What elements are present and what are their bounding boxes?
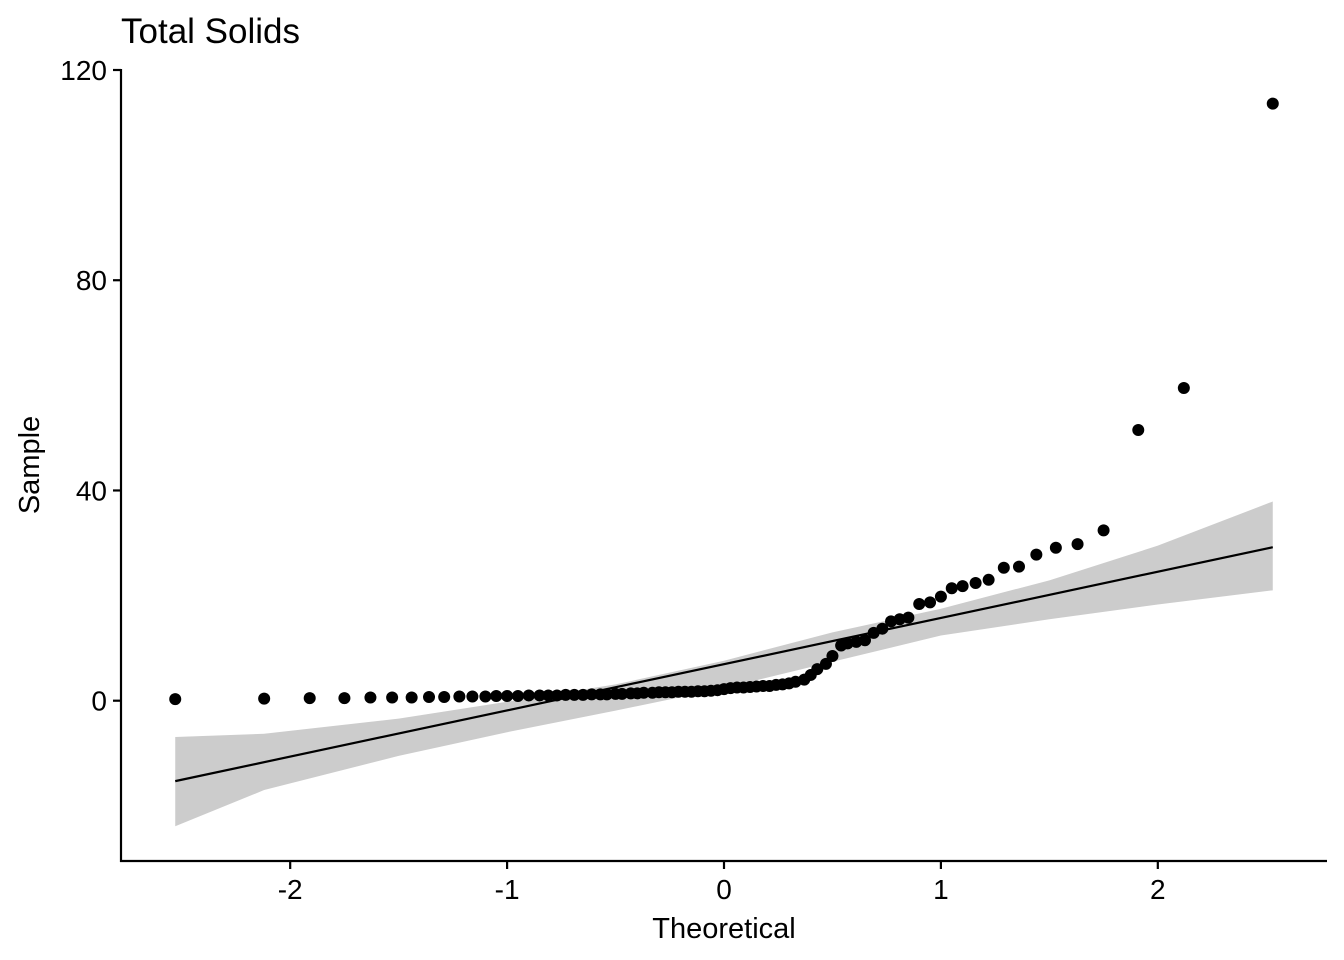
data-point [511,689,524,702]
data-point [258,692,271,705]
data-point [479,690,492,703]
data-point [405,691,418,704]
data-point [453,690,466,703]
data-point [364,691,377,704]
x-axis-title: Theoretical [652,913,795,945]
data-point [858,634,871,647]
data-point [577,688,590,701]
data-point [501,689,514,702]
chart-title: Total Solids [121,12,300,51]
data-point [1049,541,1062,554]
data-point [924,596,937,609]
data-point [956,580,969,593]
x-tick-label: 2 [1150,874,1166,905]
x-tick-label: -1 [495,874,520,905]
reference-line-layer [174,546,1274,783]
reference-line [174,546,1274,783]
data-point [423,691,436,704]
y-axis-title: Sample [14,416,46,514]
data-point [1177,381,1190,394]
data-point [982,573,995,586]
y-tick-label: 0 [91,686,107,717]
data-point [1266,97,1279,110]
data-point [338,692,351,705]
data-point [466,690,479,703]
data-point [438,691,451,704]
y-tick-label: 40 [76,475,107,506]
data-point [945,582,958,595]
data-point [934,590,947,603]
y-tick-label: 80 [76,265,107,296]
x-tick-label: -2 [278,874,303,905]
data-point [550,689,563,702]
data-point [559,688,572,701]
data-point [542,689,555,702]
data-point [1071,538,1084,551]
data-point [1097,524,1110,537]
data-point [169,693,182,706]
data-point [997,561,1010,574]
data-point [616,687,629,700]
data-point [585,688,598,701]
x-tick-label: 0 [716,874,732,905]
data-point [522,689,535,702]
data-point [811,663,824,676]
data-point [819,657,832,670]
data-point [637,686,650,699]
data-point [969,576,982,589]
data-point [386,691,399,704]
x-tick-label: 1 [933,874,949,905]
data-point [1030,548,1043,561]
data-point [490,689,503,702]
y-tick-label: 120 [60,55,107,86]
data-point [902,611,915,624]
data-points-layer [169,97,1279,706]
data-point [533,689,546,702]
data-point [1012,560,1025,573]
data-point [303,692,316,705]
data-point [600,688,613,701]
data-point [913,597,926,610]
data-point [826,650,839,663]
data-point [568,688,581,701]
data-point [1132,424,1145,437]
data-point [876,622,889,635]
